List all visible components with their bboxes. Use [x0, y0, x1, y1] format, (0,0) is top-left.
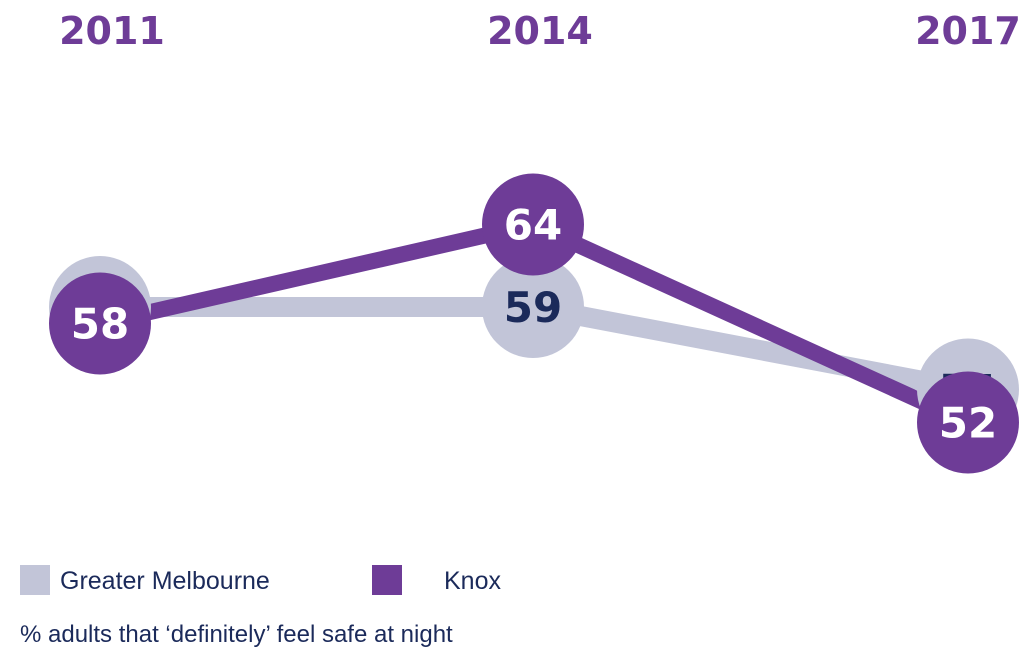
- legend-swatch-knox: [372, 565, 402, 595]
- data-point-knox-2011: [49, 272, 151, 375]
- x-tick-label-2017: 2017: [915, 9, 1021, 53]
- data-label-knox-2014: 64: [504, 201, 562, 250]
- data-point-knox-2017: [917, 371, 1019, 474]
- legend-swatch-greater-melbourne: [20, 565, 50, 595]
- x-tick-label-2014: 2014: [487, 9, 593, 53]
- series-points: 595954586452: [49, 173, 1019, 474]
- y-axis-caption: % adults that ‘definitely’ feel safe at …: [20, 621, 453, 648]
- legend-label-knox: Knox: [444, 567, 501, 595]
- legend: Greater Melbourne Knox: [20, 565, 501, 595]
- x-axis-year-labels: 2011 2014 2017: [59, 9, 1021, 53]
- data-label-greater-melbourne-2014: 59: [504, 283, 562, 332]
- data-label-knox-2017: 52: [939, 399, 997, 448]
- data-point-greater-melbourne-2014: [482, 256, 584, 358]
- legend-label-greater-melbourne: Greater Melbourne: [60, 567, 270, 595]
- x-tick-label-2011: 2011: [59, 9, 165, 53]
- data-label-knox-2011: 58: [71, 300, 129, 349]
- data-point-knox-2014: [482, 173, 584, 276]
